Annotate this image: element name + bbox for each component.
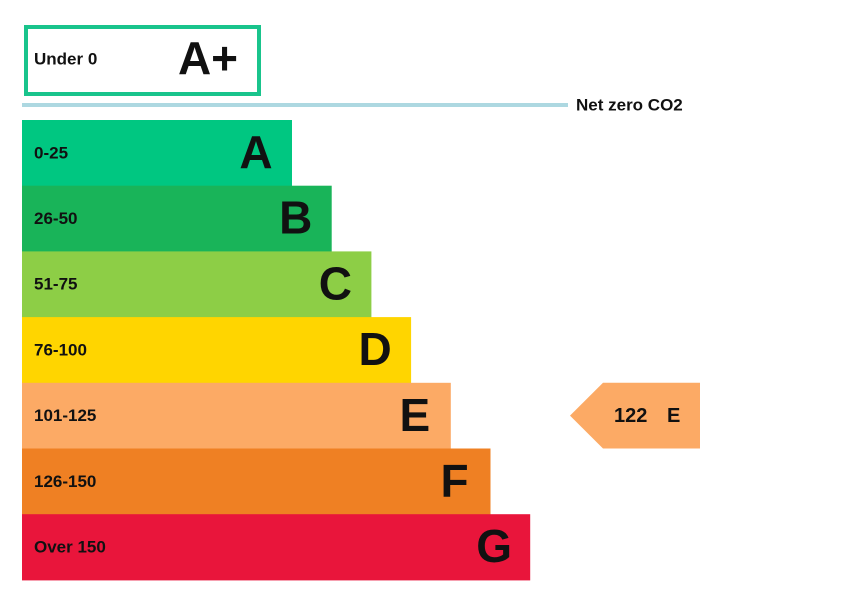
band-range: 0-25	[34, 143, 68, 162]
band-letter: G	[476, 520, 512, 572]
band-letter: D	[358, 323, 391, 375]
bands: 0-25 A 26-50 B 51-75 C 76-100 D 101-125 E 126-150 F…	[22, 120, 700, 581]
band-letter: B	[279, 192, 312, 244]
top-box	[24, 25, 261, 96]
band	[22, 514, 531, 581]
net-zero-label: Net zero CO2	[576, 95, 683, 114]
band-letter: A	[239, 126, 272, 178]
band-range: 76-100	[34, 340, 87, 359]
band-range: 51-75	[34, 275, 77, 294]
band-range: 126-150	[34, 472, 96, 491]
band-letter: E	[399, 389, 430, 441]
band	[22, 382, 451, 449]
band	[22, 317, 412, 384]
band-range: 26-50	[34, 209, 77, 228]
band	[22, 185, 332, 252]
band-letter: C	[319, 257, 352, 309]
band	[22, 251, 372, 318]
indicator-value: 122	[614, 405, 647, 427]
indicator-arrow	[570, 382, 700, 449]
band-range: Over 150	[34, 538, 106, 557]
band	[22, 120, 292, 187]
band-range: 101-125	[34, 406, 96, 425]
band-letter: F	[440, 455, 468, 507]
top-range: Under 0	[34, 49, 97, 68]
top-letter: A+	[178, 32, 238, 84]
band	[22, 448, 491, 515]
indicator-letter: E	[667, 405, 680, 427]
